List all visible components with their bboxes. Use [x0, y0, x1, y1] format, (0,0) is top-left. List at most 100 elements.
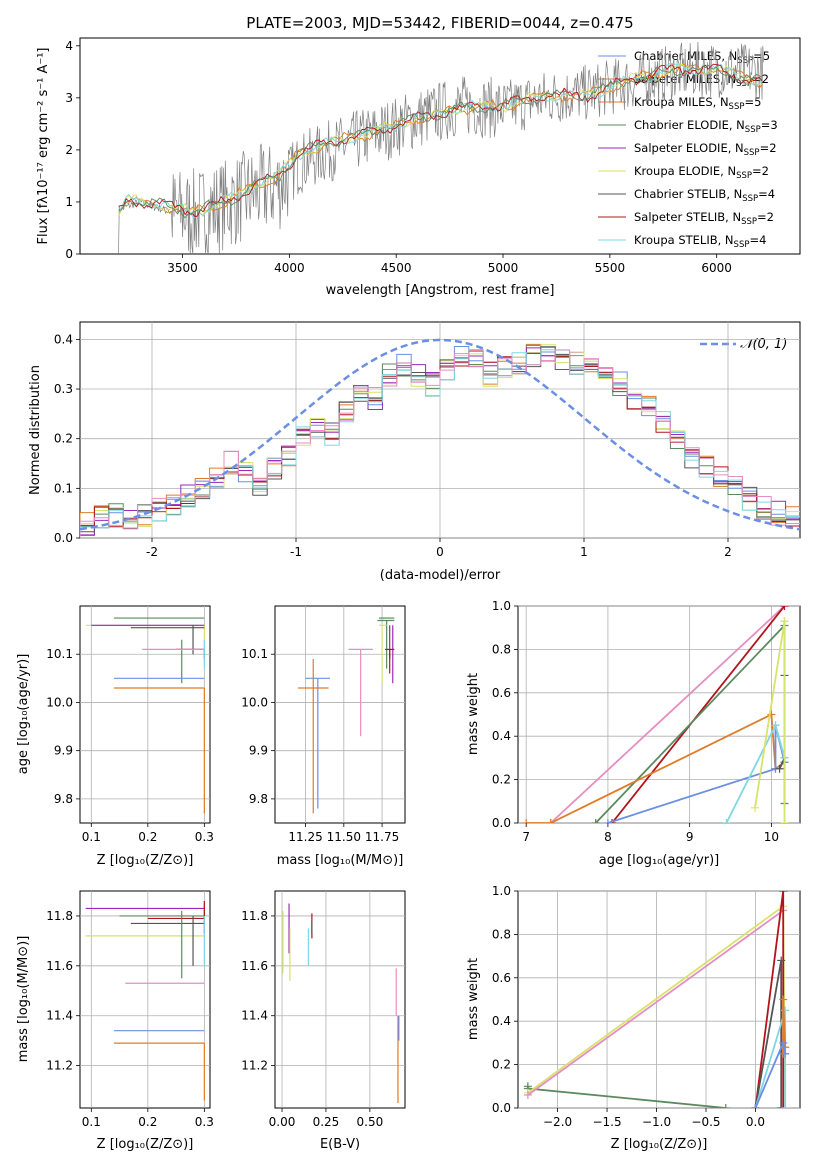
weight-vs-age-ytick-label: 0.6 [492, 686, 511, 700]
spectrum-xtick-label: 4000 [274, 261, 305, 275]
residuals-xtick-label: 2 [724, 545, 732, 559]
spectrum-xlabel: wavelength [Angstrom, rest frame] [326, 283, 555, 298]
mass-Z-xlabel: Z [log₁₀(Z/Z⊙)] [97, 1137, 194, 1152]
spectrum-xtick-label: 5000 [488, 261, 519, 275]
age-vs-mass-ticks: 11.25 11.50 11.75 9.8 9.9 10.0 10.1 [241, 647, 399, 844]
mass-vs-ebv-ytick-label: 11.4 [241, 1009, 268, 1023]
mass-vs-Z-plot [85, 900, 205, 1101]
spectrum-xtick-label: 3500 [167, 261, 198, 275]
spectrum-ylabel: Flux [fλ10⁻¹⁷ erg cm⁻² s⁻¹ A⁻¹] [36, 48, 51, 245]
weight-marker [781, 1049, 790, 1058]
legend-label: Chabrier ELODIE, NSSP=3 [634, 118, 778, 135]
weight-vs-Z-ytick-label: 0.2 [492, 1058, 511, 1072]
spectrum-plot [118, 41, 765, 254]
mass-vs-ebv-plot [282, 903, 400, 1104]
age-vs-Z-ytick-label: 9.8 [54, 792, 73, 806]
weight-vs-age-xtick-label: 9 [686, 830, 694, 844]
weight-marker [779, 995, 788, 1004]
weight-line [527, 909, 784, 1096]
gaussian-legend-label: 𝒩(0, 1) [740, 337, 787, 352]
weight-vs-age-ytick-label: 0.4 [492, 729, 511, 743]
age-mass-xlabel: mass [log₁₀(M/M⊙)] [277, 853, 404, 868]
residuals-xlabel: (data-model)/error [380, 568, 501, 583]
residuals-ytick-label: 0.2 [54, 432, 73, 446]
spectrum-model-line [118, 64, 763, 219]
legend-label: Kroupa ELODIE, NSSP=2 [634, 164, 769, 181]
weight-vs-age-ticks: 7 8 9 10 0.0 0.2 0.4 0.6 0.8 1.0 [492, 599, 779, 844]
weight-vs-Z-ytick-label: 0.4 [492, 1014, 511, 1028]
weight-vs-Z-ticks: −2.0 −1.5 −1.0 −0.5 0.0 0.0 0.2 0.4 0.6 0.8 1.0 [492, 884, 765, 1129]
weight-marker [777, 1104, 786, 1108]
weight-marker [771, 721, 780, 730]
mass-vs-ebv-panel: E(B-V) 0.00 0.25 0.50 11.2 11.4 11.6 11.8 [241, 890, 406, 1152]
legend-label: Chabrier STELIB, NSSP=4 [634, 187, 775, 204]
mass-vs-ebv-ytick-label: 11.8 [241, 909, 268, 923]
weight-age-xlabel: age [log₁₀(age/yr)] [599, 853, 720, 868]
weight-vs-age-ytick-label: 1.0 [492, 599, 511, 613]
mass-vs-ebv-xtick-label: 0.50 [357, 1115, 384, 1129]
weight-marker [780, 606, 789, 610]
spectrum-ytick-label: 0 [65, 247, 73, 261]
residuals-plot [80, 338, 800, 538]
legend-label: Kroupa STELIB, NSSP=4 [634, 233, 766, 250]
spectrum-panel: wavelength [Angstrom, rest frame] Flux [… [36, 37, 801, 298]
weight-marker [608, 819, 616, 823]
weight-Z-xlabel: Z [log₁₀(Z/Z⊙)] [611, 1137, 708, 1152]
age-vs-Z-xtick-label: 0.3 [195, 830, 214, 844]
weight-marker [546, 819, 555, 823]
weight-vs-Z-ytick-label: 1.0 [492, 884, 511, 898]
age-vs-mass-grid [275, 606, 405, 823]
weight-vs-Z-xtick-label: −0.5 [691, 1115, 720, 1129]
age-vs-mass-xtick-label: 11.50 [327, 830, 361, 844]
weight-vs-age-ytick-label: 0.2 [492, 773, 511, 787]
mass-vs-Z-xtick-label: 0.1 [82, 1115, 101, 1129]
weight-line [595, 623, 786, 823]
weight-vs-age-xtick-label: 7 [522, 830, 530, 844]
age-vs-mass-plot [297, 617, 395, 814]
weight-marker [775, 764, 784, 773]
age-vs-Z-xtick-label: 0.2 [138, 830, 157, 844]
weight-vs-age-xtick-label: 8 [604, 830, 612, 844]
weight-marker [780, 819, 789, 823]
gaussian-curve [80, 338, 800, 531]
age-vs-Z-ytick-label: 10.1 [46, 647, 73, 661]
weight-marker [767, 710, 776, 719]
residuals-ytick-label: 0.0 [54, 531, 73, 545]
spectrum-xtick-label: 5500 [595, 261, 626, 275]
spectrum-ytick-label: 2 [65, 143, 73, 157]
mass-vs-Z-xtick-label: 0.2 [138, 1115, 157, 1129]
weight-marker [781, 1104, 790, 1108]
spectrum-xtick-label: 4500 [381, 261, 412, 275]
residuals-panel: (data-model)/error Normed distribution 𝒩… [28, 321, 801, 583]
mass-vs-Z-xtick-label: 0.3 [195, 1115, 214, 1129]
weight-marker [591, 819, 600, 823]
mass-vs-Z-panel: Z [log₁₀(Z/Z⊙)] mass [log₁₀(M/M⊙)] 0.1 0.… [16, 890, 214, 1152]
age-vs-mass-ytick-label: 10.1 [241, 647, 268, 661]
mass-vs-Z-ytick-label: 11.6 [46, 959, 73, 973]
age-vs-mass-ytick-label: 10.0 [241, 695, 268, 709]
weight-Z-ylabel: mass weight [466, 958, 481, 1040]
weight-marker [751, 803, 760, 812]
weight-marker [780, 617, 789, 626]
age-Z-ylabel: age [log₁₀(age/yr)] [16, 654, 31, 775]
weight-vs-age-ytick-label: 0.0 [492, 816, 511, 830]
weight-marker [722, 819, 731, 823]
mass-vs-ebv-xtick-label: 0.00 [269, 1115, 296, 1129]
weight-vs-age-grid [518, 605, 800, 824]
mass-ebv-xlabel: E(B-V) [320, 1137, 360, 1152]
weight-vs-Z-ytick-label: 0.8 [492, 927, 511, 941]
mass-vs-Z-ticks: 0.1 0.2 0.3 11.2 11.4 11.6 11.8 [46, 909, 214, 1129]
residual-histogram [80, 349, 800, 538]
residual-histogram [80, 349, 800, 538]
age-vs-Z-grid [80, 606, 210, 823]
residuals-xtick-label: -1 [290, 545, 302, 559]
weight-marker [779, 1038, 788, 1047]
weight-vs-Z-panel: Z [log₁₀(Z/Z⊙)] mass weight −2.0 −1.5 −1.0… [466, 884, 801, 1152]
weight-vs-age-ytick-label: 0.8 [492, 642, 511, 656]
age-vs-Z-ytick-label: 9.9 [54, 744, 73, 758]
weight-line [550, 606, 786, 823]
spectrum-model-line [118, 63, 763, 218]
weight-marker [751, 1104, 760, 1108]
residuals-xtick-label: 1 [580, 545, 588, 559]
